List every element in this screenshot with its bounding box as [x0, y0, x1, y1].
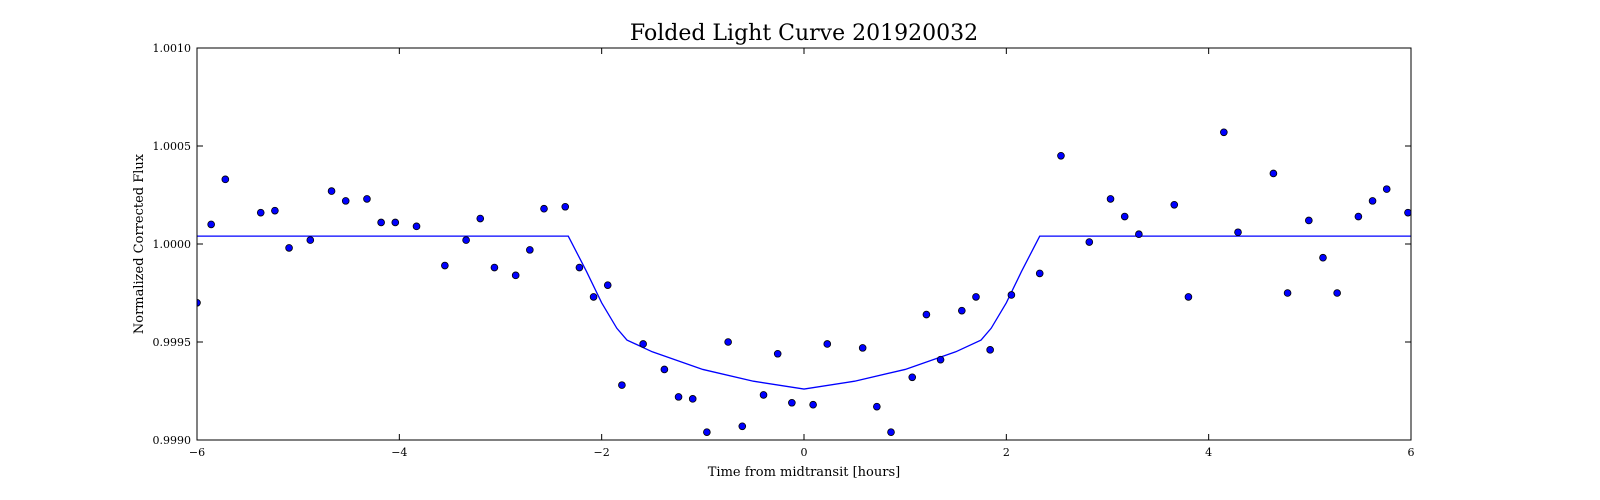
data-point	[688, 395, 697, 403]
data-point	[490, 263, 499, 272]
data-point	[589, 293, 598, 301]
x-tick-label: −6	[189, 446, 205, 459]
transit-model-line	[197, 235, 1411, 390]
data-point	[809, 400, 817, 409]
x-tick-label: −4	[391, 446, 407, 459]
data-point	[327, 187, 336, 195]
data-point	[306, 236, 315, 244]
y-tick-label: 1.0000	[153, 238, 192, 251]
data-point	[1269, 169, 1278, 178]
data-point	[759, 391, 768, 399]
data-point	[1035, 269, 1044, 278]
data-point	[618, 381, 626, 389]
axis-ticks: −6 −4 −2 0 2 4 6 0.9990 0.9995 1.0000 1.0005 1.0010	[153, 42, 1415, 459]
data-point	[377, 218, 385, 227]
data-point	[639, 340, 647, 348]
y-tick-label: 0.9990	[153, 434, 192, 447]
y-axis-label: Normalized Corrected Flux	[132, 153, 147, 334]
data-point	[271, 206, 279, 215]
data-point	[561, 202, 570, 211]
data-point	[660, 365, 669, 374]
x-tick-label: 6	[1408, 446, 1415, 459]
data-point	[1007, 291, 1016, 299]
data-point	[1170, 201, 1179, 209]
data-point	[1085, 238, 1094, 246]
data-point	[256, 208, 265, 217]
data-point	[1354, 212, 1363, 221]
data-point	[441, 261, 449, 270]
data-point	[1234, 228, 1242, 237]
data-point	[908, 373, 917, 382]
data-point	[1382, 185, 1391, 193]
x-tick-label: 0	[801, 446, 808, 459]
data-point	[703, 428, 711, 436]
data-point	[887, 428, 895, 436]
plot-area	[196, 47, 1412, 441]
data-point	[936, 355, 945, 364]
data-point	[674, 393, 683, 401]
data-point	[1106, 195, 1115, 203]
data-point	[285, 244, 293, 252]
data-point	[363, 195, 371, 203]
y-tick-label: 0.9995	[153, 336, 192, 349]
data-point	[823, 340, 832, 348]
data-point	[526, 246, 534, 254]
data-point	[972, 293, 980, 301]
x-tick-label: −2	[594, 446, 610, 459]
data-point	[788, 398, 796, 407]
data-points	[197, 128, 1411, 436]
chart-title: Folded Light Curve 201920032	[630, 21, 978, 46]
data-point	[1333, 289, 1341, 297]
data-point	[412, 222, 421, 231]
data-point	[858, 344, 867, 352]
data-point	[738, 422, 747, 431]
data-point	[462, 236, 470, 244]
x-tick-label: 4	[1205, 446, 1212, 459]
data-point	[221, 175, 230, 184]
y-tick-label: 1.0010	[153, 42, 192, 55]
data-point	[958, 306, 966, 315]
data-point	[724, 338, 732, 346]
data-point	[1220, 128, 1228, 137]
data-point	[511, 271, 520, 280]
y-tick-label: 1.0005	[153, 140, 192, 153]
data-point	[1135, 230, 1143, 239]
plot-frame	[196, 47, 1412, 441]
data-point	[575, 263, 584, 272]
data-point	[391, 218, 400, 227]
data-point	[603, 281, 612, 289]
data-point	[1184, 293, 1193, 301]
data-point	[873, 402, 881, 411]
data-point	[1057, 152, 1065, 160]
x-tick-label: 2	[1003, 446, 1010, 459]
data-point	[207, 220, 215, 229]
data-point	[1283, 289, 1292, 297]
x-axis-label: Time from midtransit [hours]	[708, 465, 900, 480]
data-point	[773, 349, 782, 358]
data-point	[1120, 212, 1129, 221]
data-point	[341, 197, 350, 205]
data-point	[1404, 208, 1411, 217]
data-point	[922, 310, 931, 319]
data-point	[1305, 216, 1313, 225]
data-point	[986, 346, 994, 354]
data-point	[540, 204, 548, 213]
data-point	[1319, 253, 1327, 262]
data-point	[1368, 197, 1377, 205]
data-point	[476, 214, 485, 223]
